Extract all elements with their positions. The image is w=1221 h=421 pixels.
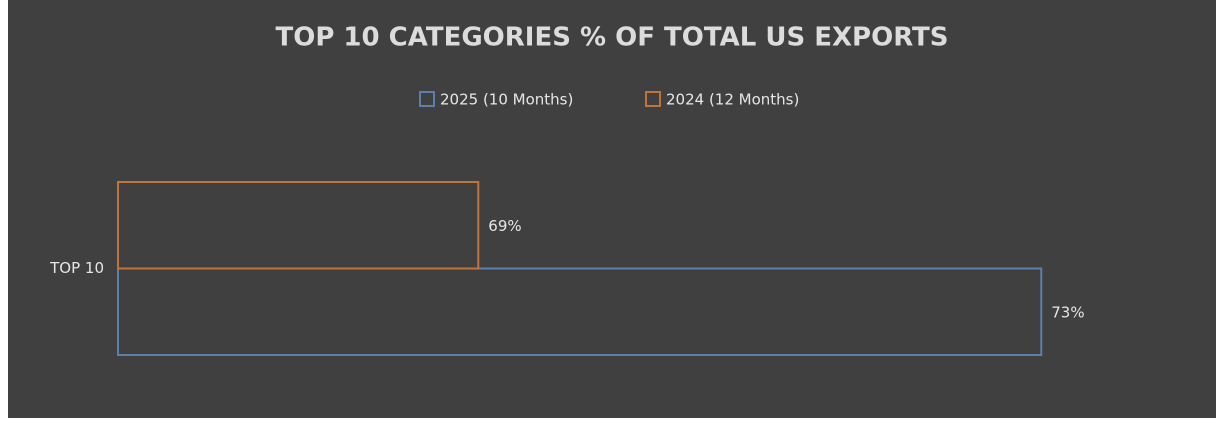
legend-label: 2024 (12 Months) — [666, 91, 799, 109]
legend-swatch — [419, 91, 435, 107]
chart-background — [8, 0, 1216, 418]
data-label: 73% — [1051, 303, 1084, 321]
legend-label: 2025 (10 Months) — [440, 91, 573, 109]
bar — [117, 181, 480, 270]
chart-title: TOP 10 CATEGORIES % OF TOTAL US EXPORTS — [275, 23, 948, 53]
bar — [117, 267, 1043, 356]
y-tick-label: TOP 10 — [49, 259, 104, 277]
data-label: 69% — [488, 217, 521, 235]
legend-swatch — [645, 91, 661, 107]
